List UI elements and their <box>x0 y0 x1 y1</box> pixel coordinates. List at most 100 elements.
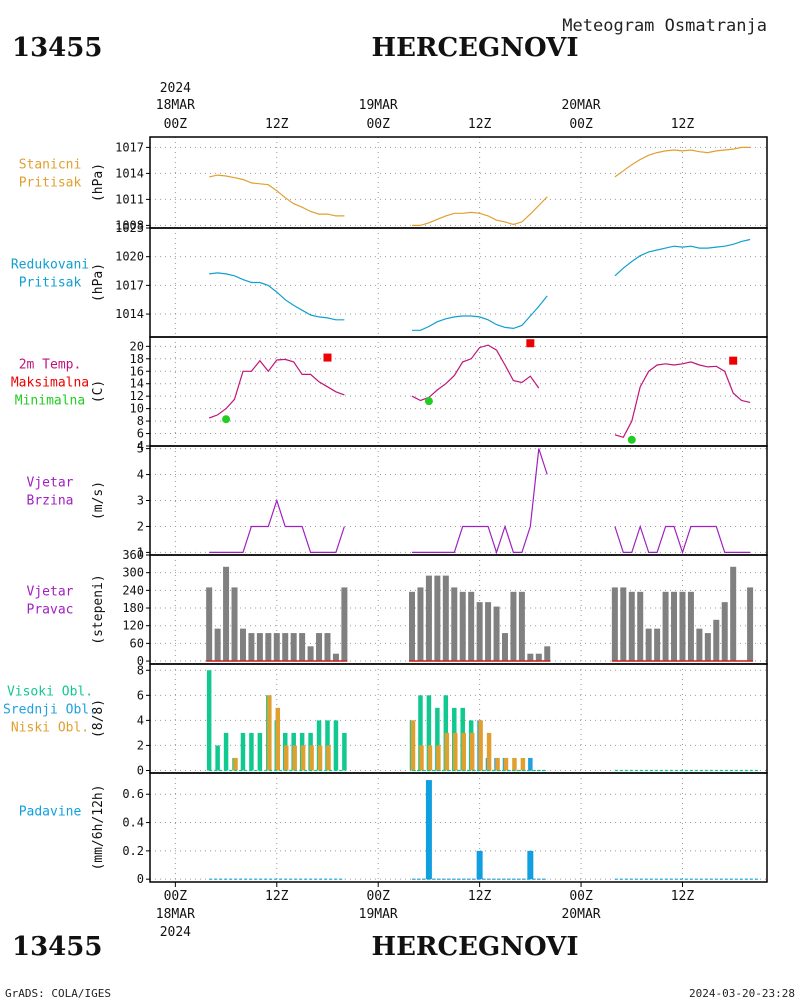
wind-dir-bar <box>425 575 432 662</box>
cloud-bar <box>240 732 246 771</box>
y-axis-label: (mm/6h/12h) <box>91 784 106 870</box>
y-tick-label: 1008 <box>115 218 144 232</box>
wind-dir-bar <box>510 591 517 662</box>
y-tick-label: 2 <box>137 519 144 533</box>
station-id-bottom: 13455 <box>12 932 102 962</box>
wind-dir-bar <box>704 633 711 662</box>
wind-dir-bar <box>273 633 280 662</box>
wind-dir-bar <box>654 628 661 662</box>
cloud-bar <box>520 757 526 771</box>
panel-label: Maksimalna <box>11 376 89 391</box>
cloud-bar <box>233 757 238 771</box>
panel-label: Redukovani <box>11 258 89 273</box>
wind-dir-bar <box>256 633 263 662</box>
wind-dir-bar <box>214 628 221 662</box>
tmax-point <box>526 339 535 348</box>
panel-frame <box>149 772 768 883</box>
y-tick-label: 1 <box>137 545 144 559</box>
cloud-bar <box>333 720 339 771</box>
cloud-bar <box>257 732 263 771</box>
wind-dir-bar <box>307 646 314 662</box>
wind-dir-bar <box>231 587 238 662</box>
series-line <box>208 358 345 419</box>
panel-label: Vjetar <box>27 585 74 600</box>
time-label-top-hour: 12Z <box>265 117 289 132</box>
wind-dir-bar <box>332 653 339 662</box>
series-line <box>538 448 548 475</box>
y-axis-label: (stepeni) <box>91 574 106 644</box>
panel-label: Niski Obl. <box>11 721 89 736</box>
wind-dir-bar <box>324 633 331 662</box>
wind-dir-bar <box>544 646 551 662</box>
y-tick-label: 14 <box>130 377 144 391</box>
wind-dir-bar <box>501 633 508 662</box>
wind-dir-bar <box>239 628 246 662</box>
y-tick-label: 12 <box>130 389 144 403</box>
panel-clouds: 0 2 4 6 8 (8/8)Visoki Obl. Srednji Obl. Niski O… <box>3 663 768 777</box>
product-title: Meteogram Osmatranja <box>562 16 767 36</box>
time-label-bottom-hour: 00Z <box>366 889 390 904</box>
cloud-bar <box>469 732 475 771</box>
time-label-top-hour: 00Z <box>366 117 390 132</box>
panel-station-pressure: 1008 1011 1014 1017 (hPa) Stanicni Pritisak <box>19 136 768 232</box>
y-tick-label: 16 <box>130 364 144 378</box>
cloud-bar <box>206 670 212 771</box>
time-label-bottom-date: 18MAR <box>156 907 195 922</box>
wind-dir-bar <box>493 606 500 662</box>
cloud-bar <box>478 720 483 771</box>
y-tick-label: 1023 <box>115 221 144 235</box>
year-label-bottom: 2024 <box>160 925 191 940</box>
time-label-top-hour: 12Z <box>671 117 695 132</box>
wind-dir-bar <box>611 587 618 662</box>
wind-dir-bar <box>687 591 694 662</box>
cloud-bar <box>418 695 423 771</box>
wind-dir-bar <box>434 575 441 662</box>
wind-dir-bar <box>518 591 525 662</box>
panel-label: Visoki Obl. <box>7 685 93 700</box>
cloud-bar <box>300 745 306 771</box>
cloud-bar <box>503 757 509 771</box>
y-tick-label: 60 <box>130 636 144 650</box>
cloud-bar <box>495 757 500 771</box>
panel-label: Stanicni <box>19 158 82 173</box>
wind-dir-bar <box>459 591 466 662</box>
wind-dir-bar <box>476 602 483 662</box>
panel-label: Brzina <box>27 494 74 509</box>
y-axis-label: (m/s) <box>91 481 106 520</box>
y-tick-label: 20 <box>130 339 144 353</box>
cloud-bar <box>275 707 281 771</box>
cloud-bar <box>461 732 466 771</box>
station-name-top: HERCEGNOVI <box>372 33 579 63</box>
series-line <box>614 361 751 439</box>
y-tick-label: 3 <box>137 494 144 508</box>
time-label-bottom-date: 20MAR <box>561 907 600 922</box>
cloud-bar <box>410 720 416 771</box>
cloud-bar <box>326 745 331 771</box>
panel-label: Vjetar <box>27 476 74 491</box>
y-axis-label: (8/8) <box>91 699 106 738</box>
y-tick-label: 6 <box>137 427 144 441</box>
wind-dir-bar <box>721 602 728 662</box>
wind-dir-bar <box>620 587 627 662</box>
time-label-top-hour: 12Z <box>468 117 492 132</box>
y-tick-label: 1011 <box>115 192 144 206</box>
y-tick-label: 120 <box>122 619 144 633</box>
time-label-top-hour: 00Z <box>164 117 188 132</box>
series-line <box>209 272 345 321</box>
wind-dir-bar <box>527 653 534 662</box>
wind-dir-bar <box>468 591 475 662</box>
wind-dir-bar <box>290 633 297 662</box>
y-tick-label: 180 <box>122 601 144 615</box>
panel-label: Pritisak <box>19 176 82 191</box>
y-tick-label: 0.6 <box>122 787 144 801</box>
cloud-bar <box>309 745 314 771</box>
cloud-bar <box>528 757 533 771</box>
tmax-point <box>729 356 738 365</box>
wind-dir-bar <box>485 602 492 662</box>
panel-label: Srednji Obl. <box>3 703 97 718</box>
y-tick-label: 1014 <box>115 166 144 180</box>
wind-dir-bar <box>747 587 754 662</box>
y-tick-label: 6 <box>137 688 144 702</box>
time-label-bottom-date: 19MAR <box>359 907 398 922</box>
